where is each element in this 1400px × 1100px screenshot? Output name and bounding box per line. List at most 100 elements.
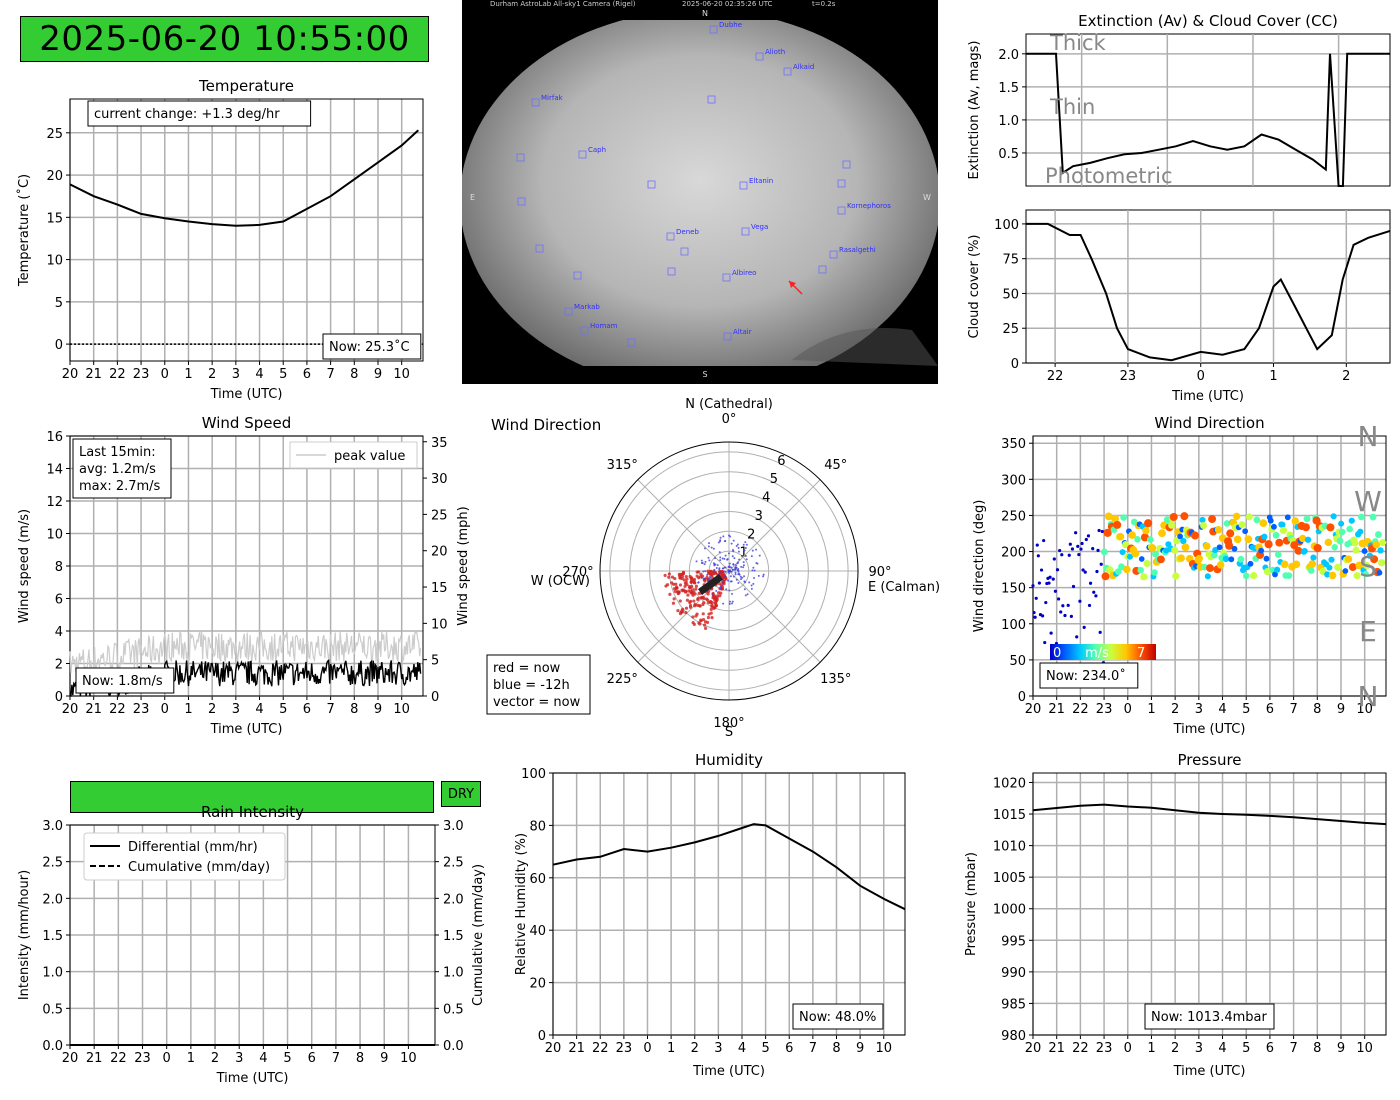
wind-dir-point xyxy=(1355,561,1364,570)
wind-dir-point xyxy=(1370,555,1379,564)
x-tick-label: 23 xyxy=(133,702,150,717)
wind-point-past xyxy=(737,581,740,584)
wind-dir-point xyxy=(1225,541,1234,550)
x-tick-label: 23 xyxy=(1096,702,1113,717)
wind-point-past xyxy=(744,541,747,544)
x-tick-label: 2 xyxy=(208,702,216,717)
wind-point-now xyxy=(715,596,719,600)
star-label: Caph xyxy=(588,146,606,154)
wind-point-now xyxy=(699,596,703,600)
wind-dir-point xyxy=(1180,512,1189,521)
polar-legend-box xyxy=(486,654,591,715)
x-tick-label: 20 xyxy=(1025,1041,1042,1056)
wind-point-now xyxy=(678,583,683,587)
y-tick-label: 50 xyxy=(1002,287,1019,302)
wind-dir-point xyxy=(1066,603,1070,607)
wind-point-past xyxy=(745,558,748,561)
wind-point-now xyxy=(693,604,697,608)
wind-point-past xyxy=(714,557,717,560)
wind-point-now xyxy=(697,576,701,580)
wind-point-past xyxy=(736,562,739,565)
wind-dir-point xyxy=(1361,548,1368,554)
y-tick-label-right: 2.0 xyxy=(443,892,464,907)
x-tick-label: 23 xyxy=(134,1051,151,1066)
wind-dir-point xyxy=(1137,566,1144,574)
wind-point-past xyxy=(743,575,746,578)
wind-dir-point xyxy=(1148,544,1157,552)
pressure-now: Now: 1013.4mbar xyxy=(1151,1010,1267,1025)
polar-legend: blue = -12h xyxy=(493,678,570,693)
wind-dir-point xyxy=(1214,525,1223,534)
wind-point-past xyxy=(737,570,740,573)
wind-dir-point xyxy=(1172,572,1180,580)
camera-south: S xyxy=(702,370,707,379)
y-tick-label-right: 20 xyxy=(431,545,448,560)
compass-south: S xyxy=(725,725,733,740)
wind-dir-point xyxy=(1058,548,1062,553)
x-tick-label: 5 xyxy=(1242,702,1250,717)
wind-dir-point xyxy=(1052,557,1056,561)
wind-dir-point xyxy=(1094,594,1098,598)
wind-dir-point xyxy=(1044,600,1048,605)
wind-dir-point xyxy=(1086,534,1091,538)
x-tick-label: 6 xyxy=(303,367,311,382)
wind-dir-point xyxy=(1274,551,1282,558)
wind-point-now xyxy=(696,596,700,601)
y-tick-label: 100 xyxy=(521,767,546,782)
y-tick-label: 995 xyxy=(1001,934,1026,949)
wind-point-now xyxy=(702,601,706,605)
star-label: Vega xyxy=(751,223,768,231)
wind-point-now xyxy=(671,601,676,605)
y-tick-label: 15 xyxy=(46,211,63,226)
y-tick-label: 2.5 xyxy=(42,856,63,871)
wind-point-now xyxy=(684,590,688,594)
y-axis-label: Wind direction (deg) xyxy=(972,500,987,633)
wind-dir-point xyxy=(1120,514,1127,521)
wind-point-past xyxy=(751,569,754,572)
wind-point-past xyxy=(739,575,742,578)
star-marker xyxy=(573,271,582,280)
y-tick-label: 16 xyxy=(46,430,63,445)
wind-dir-point xyxy=(1203,542,1211,550)
x-tick-label: 10 xyxy=(875,1041,892,1056)
wind-dir-point xyxy=(1204,573,1211,580)
wind-dir-point xyxy=(1226,529,1235,538)
wind-point-now xyxy=(691,621,695,625)
wind-dir-point xyxy=(1346,525,1353,533)
wind-point-now xyxy=(684,611,688,615)
compass-band-label: S xyxy=(1359,550,1377,583)
wind-dir-point xyxy=(1279,521,1286,528)
wind-dir-point xyxy=(1122,540,1130,549)
wind-point-past xyxy=(735,578,738,581)
wind-point-past xyxy=(725,588,728,591)
compass-band-label: N xyxy=(1358,420,1379,453)
star-marker xyxy=(666,232,675,241)
wind-point-past xyxy=(728,572,731,575)
r-tick-label: 6 xyxy=(777,454,785,469)
angle-label: 90° xyxy=(868,565,891,580)
wind-dir-point xyxy=(1338,528,1346,536)
star-marker xyxy=(722,273,731,282)
y-tick-label: 20 xyxy=(529,977,546,992)
wind-point-past xyxy=(746,593,749,596)
wind-dir-point xyxy=(1063,613,1067,618)
y-tick-label-right: 2.5 xyxy=(443,856,464,871)
y-tick-label: 75 xyxy=(1002,253,1019,268)
camera-caption-left: Durham AstroLab All-sky1 Camera (Rigel) xyxy=(490,0,636,8)
wind-dir-point xyxy=(1324,571,1331,578)
wind-dir-point xyxy=(1331,543,1338,551)
wind-point-past xyxy=(751,549,754,552)
wind-point-past xyxy=(704,560,707,563)
wind-point-past xyxy=(709,576,712,579)
camera-west: W xyxy=(923,193,931,202)
x-tick-label: 2 xyxy=(211,1051,219,1066)
wind-point-past xyxy=(736,543,739,546)
wind-point-now xyxy=(706,569,710,573)
y-tick-label: 150 xyxy=(1001,582,1026,597)
wind-point-now xyxy=(712,597,717,601)
y-tick-label: 5 xyxy=(55,296,63,311)
y-tick-label-right: 1.0 xyxy=(443,966,464,981)
wind-dir-point xyxy=(1144,519,1153,528)
y-tick-label: 0 xyxy=(55,690,63,705)
y-tick-label: 0.5 xyxy=(998,147,1019,162)
